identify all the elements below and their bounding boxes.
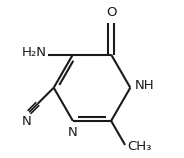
Text: N: N [22, 115, 31, 128]
Text: CH₃: CH₃ [127, 140, 151, 153]
Text: O: O [106, 6, 116, 19]
Text: NH: NH [135, 79, 155, 92]
Text: N: N [68, 126, 78, 139]
Text: H₂N: H₂N [22, 46, 47, 59]
